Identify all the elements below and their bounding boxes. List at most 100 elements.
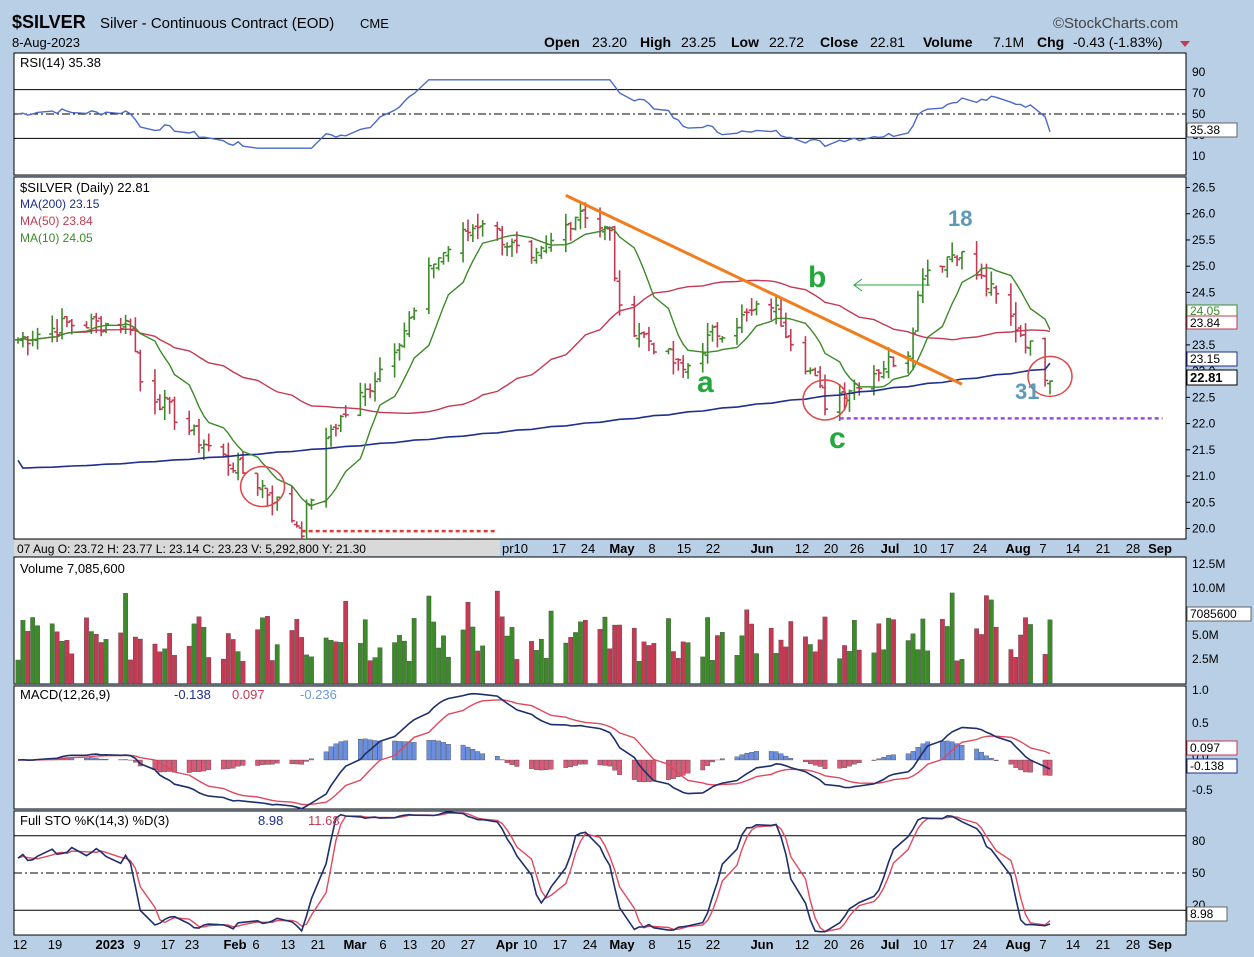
macd-hist-bar — [597, 759, 603, 766]
price-tick-label: 23.5 — [1192, 338, 1216, 352]
volume-bar — [221, 658, 226, 685]
sto-tick: 50 — [1192, 866, 1206, 880]
rsi-tick: 90 — [1192, 65, 1206, 79]
volume-bar — [905, 640, 911, 685]
bottom-axis-label: 24 — [583, 937, 597, 952]
volume-bar — [768, 627, 774, 685]
macd-hist-bar — [925, 741, 931, 761]
macd-hist-bar — [529, 759, 534, 769]
macd-hist-bar — [568, 759, 574, 768]
volume-bar — [402, 640, 407, 685]
price-tick-label: 20.0 — [1192, 522, 1216, 536]
ohlc-bar: Open 23.20 High 23.25 Low 22.72 Close 22… — [544, 34, 1190, 50]
volume-bar — [123, 593, 128, 685]
close-value: 22.81 — [870, 34, 905, 50]
bottom-axis-label: 13 — [403, 937, 417, 952]
bottom-axis-label: Mar — [343, 937, 366, 952]
bottom-axis-label: 2023 — [96, 937, 125, 952]
volume-bar — [240, 661, 246, 685]
cycle-label-18: 18 — [948, 206, 972, 231]
price-tick-label: 26.0 — [1192, 207, 1216, 221]
volume-bar — [680, 641, 686, 685]
volume-bar — [333, 641, 339, 685]
mid-axis-label: Sep — [1148, 541, 1172, 556]
macd-hist-bar — [822, 759, 828, 769]
volume-bar — [812, 651, 818, 685]
volume-bar — [255, 629, 261, 685]
macd-hist-value: -0.236 — [300, 687, 337, 702]
macd-hist-bar — [470, 749, 476, 761]
macd-signal-badge — [1186, 740, 1238, 756]
macd-hist-bar — [436, 740, 441, 761]
sto-label: Full STO %K(14,3) %D(3) — [20, 813, 169, 828]
volume-bar — [837, 658, 843, 685]
volume-bar — [98, 642, 104, 685]
price-legend: $SILVER (Daily) 22.81 MA(200) 23.15 MA(5… — [20, 180, 150, 245]
macd-hist-bar — [362, 738, 368, 761]
macd-hist-bar — [612, 759, 618, 771]
macd-hist-bar — [675, 759, 681, 777]
macd-hist-bar — [959, 744, 965, 761]
volume-bar — [988, 599, 994, 685]
macd-hist-bar — [534, 759, 539, 770]
bottom-axis-label: Aug — [1005, 937, 1030, 952]
macd-hist-bar — [514, 759, 520, 767]
volume-bar — [671, 651, 676, 685]
ma50-badge — [1186, 315, 1238, 330]
close-badge-value: 22.81 — [1190, 370, 1223, 385]
macd-hist-bar — [783, 755, 789, 761]
volume-bar — [426, 595, 432, 685]
sto-badge — [1186, 906, 1228, 922]
volume-bar — [309, 656, 314, 685]
bottom-axis-label: 9 — [133, 937, 140, 952]
macd-hist-bar — [876, 758, 882, 761]
ma10-label: MA(10) 24.05 — [20, 231, 93, 245]
volume-bar — [84, 617, 89, 685]
volume-bar — [191, 623, 197, 685]
volume-bar — [583, 620, 588, 685]
macd-hist-bar — [328, 746, 334, 761]
price-tick-label: 20.5 — [1192, 495, 1216, 509]
macd-signal-line — [17, 699, 1051, 806]
volume-bar — [578, 621, 583, 685]
volume-bar — [1023, 617, 1028, 685]
macd-hist-bar — [812, 759, 818, 766]
macd-hist-bar — [446, 744, 451, 761]
macd-hist-bar — [563, 759, 569, 768]
macd-hist-bar — [788, 758, 794, 761]
bottom-axis-label: Feb — [223, 937, 246, 952]
mid-axis-label: Jun — [750, 541, 773, 556]
price-series-label: $SILVER (Daily) 22.81 — [20, 180, 150, 195]
volume-bar — [392, 642, 397, 685]
macd-hist-bar — [807, 759, 813, 765]
volume-badge-value: 7085600 — [1190, 607, 1237, 621]
macd-hist-bar — [201, 759, 207, 772]
date-label: 8-Aug-2023 — [12, 35, 80, 50]
macd-panel — [13, 685, 1187, 810]
volume-bar — [852, 620, 857, 685]
arrow-head — [853, 278, 863, 292]
volume-bar — [294, 619, 300, 685]
volume-tick: 2.5M — [1192, 652, 1219, 666]
volume-bar — [636, 661, 642, 685]
volume-bar — [602, 616, 608, 685]
sto-legend: Full STO %K(14,3) %D(3) 8.98 11.68 — [20, 813, 340, 828]
mid-axis-label: 28 — [1126, 541, 1140, 556]
volume-bar — [499, 616, 505, 685]
wave-label-c: c — [829, 422, 846, 455]
volume-bar — [260, 617, 265, 685]
volume-bar — [925, 650, 931, 685]
macd-hist-bar — [700, 759, 706, 771]
volume-bar — [617, 624, 622, 685]
volume-bar — [651, 643, 657, 685]
macd-hist-bar — [323, 751, 329, 761]
volume-bar — [157, 651, 163, 685]
volume-bar — [891, 619, 896, 685]
volume-bar — [152, 643, 158, 685]
volume-tick: 10.0M — [1192, 581, 1225, 595]
macd-hist-bar — [294, 759, 300, 765]
macd-hist-bar — [744, 752, 750, 761]
macd-tick: 0.5 — [1192, 716, 1209, 730]
rsi-label: RSI(14) 35.38 — [20, 55, 101, 70]
sto-k-value: 8.98 — [258, 813, 283, 828]
